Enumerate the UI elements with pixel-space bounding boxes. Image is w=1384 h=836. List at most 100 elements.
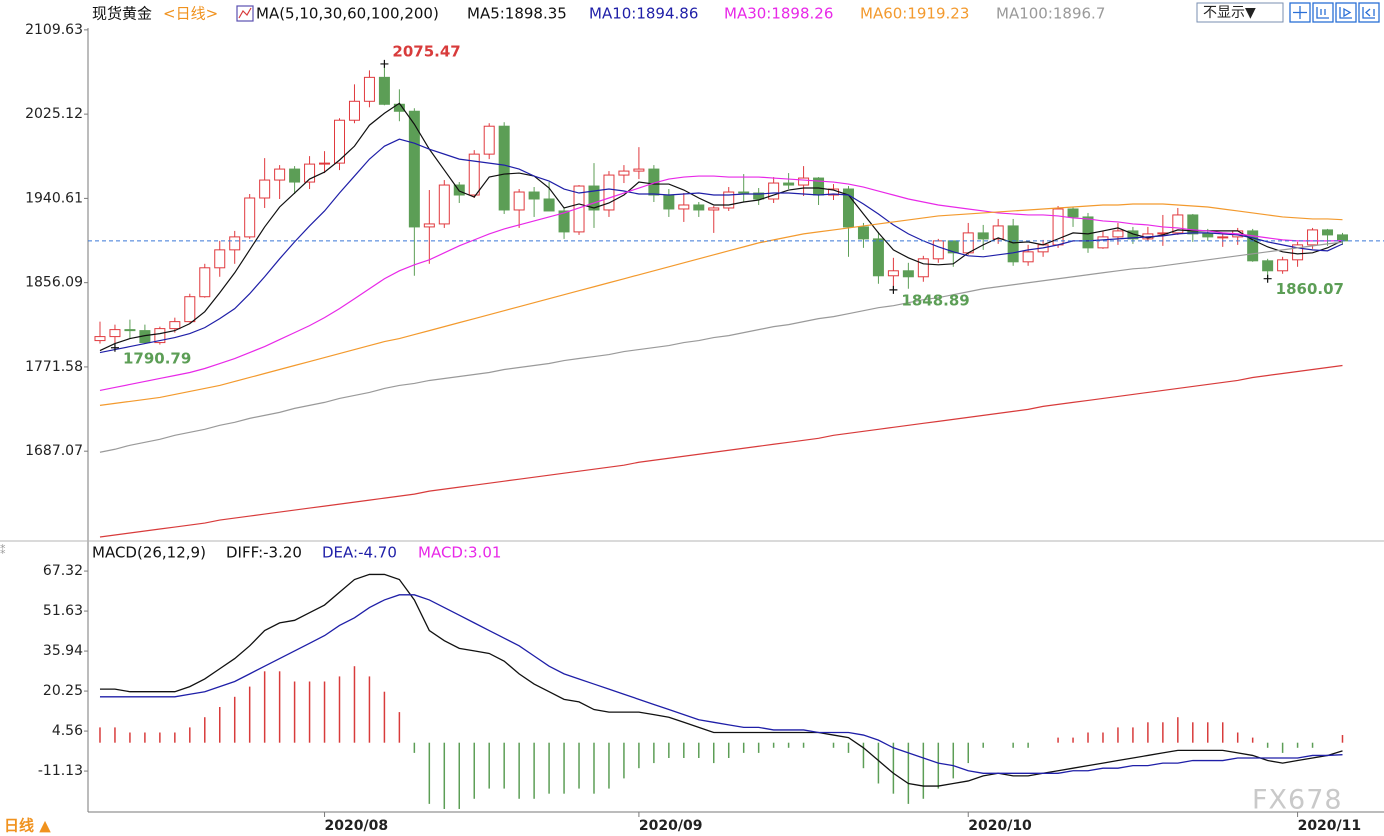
indicator-line bbox=[99, 175, 1343, 392]
candle-body bbox=[259, 179, 271, 199]
toolbar-icons[interactable] bbox=[1289, 2, 1380, 23]
candle-body bbox=[947, 240, 959, 254]
candle-body bbox=[169, 321, 181, 330]
candle-body bbox=[483, 125, 495, 155]
candle-body bbox=[363, 76, 375, 102]
candle-body bbox=[932, 240, 944, 260]
candle-body bbox=[1322, 229, 1334, 236]
candle-body bbox=[663, 194, 675, 210]
legend-entry: MA5:1898.35 bbox=[467, 5, 567, 23]
indicator-icon[interactable] bbox=[236, 5, 254, 22]
candle-body bbox=[94, 336, 106, 342]
x-tick-label: 2020/08 bbox=[325, 818, 389, 834]
candle-body bbox=[229, 236, 241, 251]
candle-body bbox=[872, 238, 884, 277]
candle-body bbox=[184, 296, 196, 323]
candle-body bbox=[214, 249, 226, 269]
candle-body bbox=[423, 223, 435, 228]
display-button[interactable]: 不显示▼ bbox=[1196, 2, 1284, 23]
candle-body bbox=[977, 232, 989, 240]
candle-body bbox=[543, 198, 555, 212]
indicator-line bbox=[99, 364, 1343, 538]
indicator-title: MA(5,10,30,60,100,200) bbox=[256, 5, 439, 23]
legend-entry: MA100:1896.7 bbox=[996, 5, 1105, 23]
candle-body bbox=[708, 207, 720, 211]
candle-body bbox=[573, 185, 585, 233]
indicator-line bbox=[99, 138, 1343, 354]
legend-entry: DEA:-4.70 bbox=[322, 544, 397, 562]
extreme-label: 2075.47 bbox=[392, 42, 460, 60]
candle-body bbox=[633, 168, 645, 172]
candle-body bbox=[768, 182, 780, 200]
candle-body bbox=[1082, 216, 1094, 249]
candle-body bbox=[1262, 260, 1274, 272]
period-selector[interactable]: <日线> bbox=[163, 5, 218, 23]
x-tick-label: 2020/09 bbox=[639, 818, 703, 834]
candle-body bbox=[1202, 233, 1214, 238]
candle-body bbox=[1112, 230, 1124, 238]
y-tick-label: 4.56 bbox=[52, 723, 83, 739]
candle-body bbox=[408, 110, 420, 228]
candle-body bbox=[1217, 236, 1229, 239]
y-tick-label: 51.63 bbox=[43, 603, 83, 619]
instrument-title: 现货黄金 bbox=[92, 5, 152, 23]
candle-body bbox=[154, 328, 166, 344]
candle-body bbox=[1007, 225, 1019, 263]
legend-entry: MA30:1898.26 bbox=[724, 5, 833, 23]
candle-body bbox=[842, 188, 854, 228]
candle-body bbox=[304, 163, 316, 183]
y-tick-label: -11.13 bbox=[38, 763, 83, 779]
display-button-label: 不显示▼ bbox=[1203, 5, 1256, 21]
candle-body bbox=[738, 191, 750, 194]
x-tick-label: 2020/10 bbox=[968, 818, 1032, 834]
candle-body bbox=[513, 191, 525, 211]
candle-body bbox=[199, 267, 211, 298]
candle-body bbox=[887, 270, 899, 277]
candle-body bbox=[693, 204, 705, 211]
candle-body bbox=[1277, 259, 1289, 272]
period-toggle[interactable]: 日线 ▲ bbox=[4, 817, 51, 835]
indicator-line bbox=[99, 102, 1343, 352]
candle-body bbox=[588, 185, 600, 211]
extreme-label: 1848.89 bbox=[901, 291, 969, 309]
candle-body bbox=[1336, 234, 1348, 242]
candle-body bbox=[1022, 251, 1034, 263]
candle-body bbox=[678, 204, 690, 210]
extreme-marker bbox=[110, 343, 119, 352]
candle-body bbox=[274, 168, 286, 181]
y-tick-label: 1940.61 bbox=[25, 190, 83, 206]
y-tick-label: 1771.58 bbox=[25, 359, 83, 375]
candle-body bbox=[618, 170, 630, 176]
indicator-line bbox=[99, 594, 1343, 774]
candle-body bbox=[1172, 214, 1184, 234]
legend-entry: MACD:3.01 bbox=[418, 544, 501, 562]
candle-body bbox=[1247, 230, 1259, 262]
candle-body bbox=[289, 168, 301, 183]
extreme-marker bbox=[889, 285, 898, 294]
y-tick-label: 2025.12 bbox=[25, 106, 83, 122]
indicator-title: MACD(26,12,9) bbox=[92, 544, 206, 562]
candle-body bbox=[902, 270, 914, 278]
y-tick-label: 35.94 bbox=[43, 643, 83, 659]
candle-body bbox=[992, 225, 1004, 240]
watermark: FX678 bbox=[1252, 785, 1343, 816]
candle-body bbox=[438, 184, 450, 225]
legend-entry: MA60:1919.23 bbox=[860, 5, 969, 23]
extreme-marker bbox=[1263, 274, 1272, 283]
candle-body bbox=[124, 329, 136, 332]
extreme-label: 1790.79 bbox=[123, 349, 191, 367]
panel-handle[interactable]: ⁑ bbox=[0, 544, 6, 557]
candle-body bbox=[468, 153, 480, 196]
indicator-line bbox=[99, 241, 1343, 453]
candle-body bbox=[798, 177, 810, 186]
candle-body bbox=[753, 192, 765, 200]
candle-body bbox=[498, 125, 510, 211]
candle-body bbox=[558, 210, 570, 233]
y-tick-label: 67.32 bbox=[43, 563, 83, 579]
candle-body bbox=[348, 100, 360, 121]
indicator-line bbox=[99, 203, 1343, 406]
candle-body bbox=[1187, 214, 1199, 235]
